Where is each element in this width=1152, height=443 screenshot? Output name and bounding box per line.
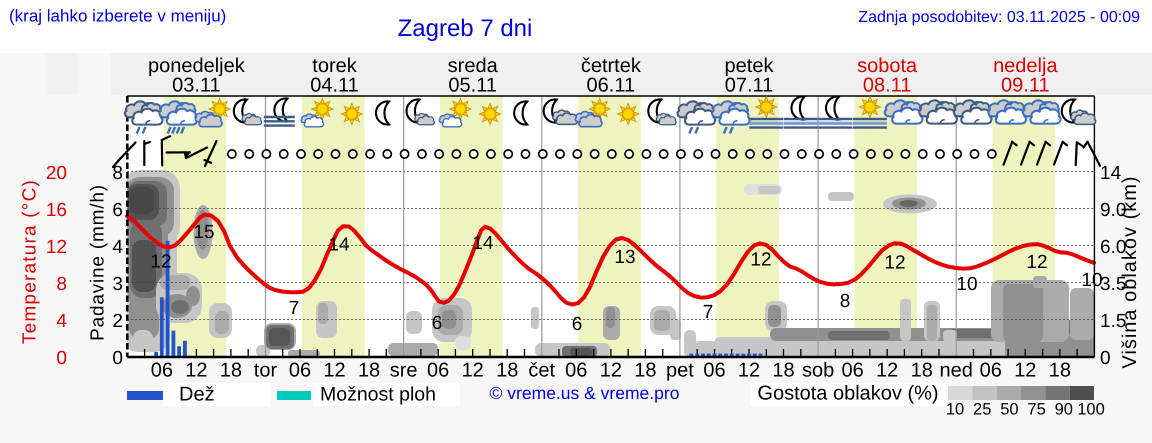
svg-text:2: 2: [112, 311, 123, 332]
svg-text:12: 12: [1026, 252, 1047, 273]
svg-text:06: 06: [565, 360, 587, 382]
svg-text:Dež: Dež: [179, 384, 215, 406]
svg-text:Zagreb 7 dni: Zagreb 7 dni: [398, 15, 533, 42]
svg-text:4: 4: [112, 237, 123, 258]
svg-text:6: 6: [112, 200, 123, 221]
svg-text:06: 06: [151, 360, 173, 382]
svg-text:05.11: 05.11: [448, 75, 497, 97]
svg-text:09.11: 09.11: [1001, 75, 1050, 97]
svg-text:12: 12: [323, 360, 345, 382]
svg-text:10: 10: [956, 274, 977, 295]
svg-text:Zadnja posodobitev: 03.11.2025: Zadnja posodobitev: 03.11.2025 - 00:09: [858, 9, 1140, 26]
svg-text:sreda: sreda: [448, 55, 499, 77]
svg-text:8: 8: [112, 163, 123, 184]
svg-text:4: 4: [56, 311, 67, 332]
svg-text:čet: čet: [528, 360, 555, 382]
svg-text:10: 10: [1081, 270, 1102, 291]
svg-text:0: 0: [112, 348, 123, 369]
svg-text:1.5: 1.5: [1100, 311, 1126, 332]
svg-text:7: 7: [289, 298, 300, 319]
svg-text:8: 8: [56, 274, 67, 295]
svg-text:06: 06: [703, 360, 725, 382]
svg-text:Gostota oblakov (%): Gostota oblakov (%): [757, 383, 938, 405]
svg-text:sob: sob: [802, 360, 834, 382]
svg-text:6: 6: [432, 313, 443, 334]
svg-text:04.11: 04.11: [310, 75, 359, 97]
svg-text:Padavine (mm/h): Padavine (mm/h): [88, 184, 109, 341]
svg-text:3.5: 3.5: [1100, 274, 1126, 295]
svg-text:18: 18: [358, 360, 380, 382]
svg-text:8: 8: [840, 291, 851, 312]
svg-text:12: 12: [1014, 360, 1036, 382]
svg-text:50: 50: [1000, 401, 1018, 419]
svg-text:Možnost ploh: Možnost ploh: [320, 384, 436, 406]
svg-text:18: 18: [220, 360, 242, 382]
svg-text:12: 12: [600, 360, 622, 382]
svg-text:14: 14: [472, 233, 494, 254]
svg-text:18: 18: [634, 360, 656, 382]
svg-text:06: 06: [289, 360, 311, 382]
svg-text:12: 12: [884, 252, 905, 273]
svg-text:18: 18: [911, 360, 933, 382]
svg-text:12: 12: [462, 360, 484, 382]
svg-text:15: 15: [193, 222, 214, 243]
svg-text:18: 18: [772, 360, 794, 382]
svg-text:90: 90: [1055, 401, 1073, 419]
svg-text:ned: ned: [940, 360, 973, 382]
svg-text:12: 12: [750, 249, 771, 270]
svg-text:(kraj lahko izberete v meniju): (kraj lahko izberete v meniju): [9, 7, 226, 26]
svg-text:12: 12: [185, 360, 207, 382]
svg-text:0: 0: [56, 348, 67, 369]
svg-text:03.11: 03.11: [172, 75, 221, 97]
svg-text:14: 14: [1100, 163, 1122, 184]
svg-text:sre: sre: [390, 360, 418, 382]
svg-text:12: 12: [738, 360, 760, 382]
svg-text:18: 18: [496, 360, 518, 382]
svg-text:Temperatura (°C): Temperatura (°C): [20, 179, 41, 344]
svg-text:7: 7: [703, 302, 714, 323]
svg-text:3: 3: [112, 274, 123, 295]
svg-text:tor: tor: [254, 360, 278, 382]
svg-text:06: 06: [980, 360, 1002, 382]
svg-text:18: 18: [1049, 360, 1071, 382]
svg-text:06.11: 06.11: [587, 75, 636, 97]
svg-text:20: 20: [46, 163, 67, 184]
svg-text:100: 100: [1077, 401, 1105, 419]
svg-text:25: 25: [973, 401, 991, 419]
svg-text:9.0: 9.0: [1100, 200, 1126, 221]
svg-text:6.0: 6.0: [1100, 237, 1126, 258]
svg-text:Višina oblakov (km): Višina oblakov (km): [1119, 175, 1141, 368]
svg-text:ponedeljek: ponedeljek: [148, 55, 246, 77]
svg-text:12: 12: [150, 252, 171, 273]
svg-text:pet: pet: [666, 360, 694, 382]
svg-text:torek: torek: [312, 55, 357, 77]
svg-text:12: 12: [876, 360, 898, 382]
svg-text:četrtek: četrtek: [581, 55, 642, 77]
svg-text:nedelja: nedelja: [993, 55, 1058, 77]
svg-text:14: 14: [328, 234, 350, 255]
svg-text:10: 10: [946, 401, 964, 419]
svg-text:07.11: 07.11: [725, 75, 774, 97]
svg-text:petek: petek: [725, 55, 775, 77]
svg-text:06: 06: [842, 360, 864, 382]
svg-text:06: 06: [427, 360, 449, 382]
svg-text:sobota: sobota: [857, 55, 918, 77]
svg-text:16: 16: [46, 200, 67, 221]
svg-text:12: 12: [46, 237, 67, 258]
svg-text:75: 75: [1027, 401, 1045, 419]
svg-text:© vreme.us & vreme.pro: © vreme.us & vreme.pro: [490, 383, 680, 403]
svg-text:6: 6: [572, 314, 583, 335]
svg-text:0: 0: [1100, 348, 1111, 369]
svg-text:08.11: 08.11: [863, 75, 912, 97]
svg-text:13: 13: [614, 247, 635, 268]
